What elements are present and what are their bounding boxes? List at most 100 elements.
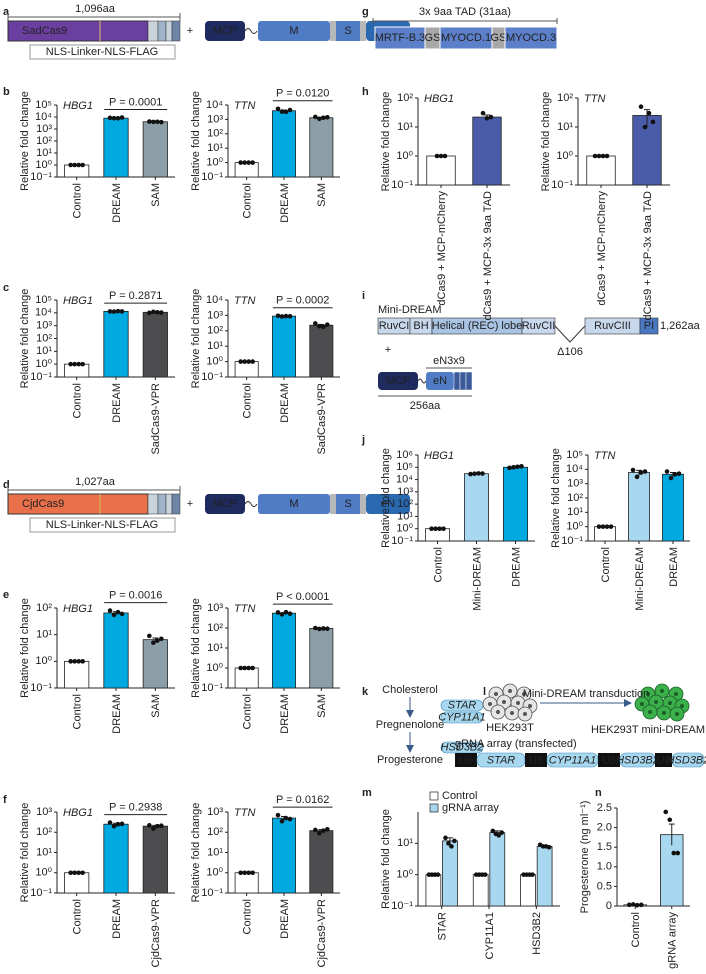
data-point (325, 114, 330, 120)
x-tick-label: dCas9 + MCP-3x 9aa TAD (642, 191, 654, 321)
shape (258, 494, 330, 514)
bar (472, 116, 502, 186)
shape (165, 493, 173, 515)
chart-title: HBG1 (63, 100, 93, 112)
data-point (246, 665, 251, 671)
label: U6 (529, 754, 543, 766)
bar (662, 473, 684, 542)
x-tick-label: DREAM (111, 183, 123, 223)
label: S (344, 25, 351, 37)
data-point (238, 160, 243, 165)
label: STAR (448, 700, 477, 712)
label: NLS-Linker-NLS-FLAG (46, 46, 158, 58)
x-tick-label: Mini-DREAM (471, 547, 483, 611)
y-tick-label: 10² (36, 332, 52, 344)
data-point (111, 115, 117, 121)
data-point (671, 850, 677, 856)
data-point (480, 471, 485, 476)
x-tick-label: CjdCas9-VPR (316, 899, 328, 968)
x-tick-label: HSD3B2 (531, 912, 543, 955)
cell-nucleus (668, 701, 672, 705)
bar (425, 528, 450, 542)
x-tick-label: Mini-DREAM (634, 547, 646, 611)
y-tick-label: 10⁻¹ (30, 682, 52, 694)
deletion (554, 325, 586, 343)
y-axis-label: Progesterone (ng ml⁻¹) (579, 801, 591, 914)
bar (426, 155, 456, 186)
data-point (151, 309, 156, 315)
data-point (663, 809, 669, 815)
label: CYP11A1 (438, 712, 486, 724)
linker (244, 501, 258, 507)
shape (336, 21, 360, 41)
panel-label: j (361, 434, 365, 446)
y-axis-label: Relative fold change (550, 448, 562, 548)
chart-title: HBG1 (63, 603, 93, 615)
data-point (80, 659, 85, 664)
shape (378, 372, 418, 390)
label: 3x 9aa TAD (31aa) (419, 6, 511, 18)
data-point (287, 816, 293, 822)
label: gRNA array (transfected) (455, 738, 577, 750)
data-point (511, 464, 516, 470)
label: GS (425, 32, 441, 44)
y-tick-label: 10² (207, 826, 223, 838)
y-tick-label: 10¹ (207, 340, 223, 352)
y-tick-label: 0 (606, 900, 612, 912)
shape (525, 753, 547, 767)
data-point (449, 844, 454, 849)
data-point (119, 611, 125, 617)
bar (142, 121, 168, 178)
cell-nucleus (522, 692, 526, 696)
bar (64, 363, 90, 378)
data-point (317, 830, 322, 836)
shape (671, 752, 705, 768)
bar (234, 667, 259, 689)
x-tick-label: CYP11A1 (484, 912, 496, 960)
y-tick-label: 10³ (207, 113, 223, 125)
data-point (107, 820, 113, 825)
data-point (250, 359, 255, 364)
data-point (151, 826, 156, 831)
data-point (275, 106, 281, 112)
shape (147, 493, 159, 515)
y-tick-label: 10² (397, 498, 413, 510)
label: Mini-DREAM transduction (523, 688, 650, 700)
data-point (515, 464, 520, 470)
x-tick-label: Control (242, 383, 254, 418)
bar (142, 825, 168, 894)
x-tick-label: Control (72, 899, 84, 934)
y-tick-label: 10¹ (207, 846, 223, 858)
y-tick-label: 10⁻¹ (201, 171, 223, 183)
panel-label: m (362, 787, 372, 799)
shape (157, 493, 167, 515)
x-tick-label: Control (72, 694, 84, 729)
legend-swatch (429, 791, 439, 801)
x-tick-label: STAR (437, 912, 449, 941)
annotation: P = 0.2871 (109, 290, 162, 302)
data-point (519, 464, 524, 469)
data-point (446, 841, 451, 846)
legend-label: Control (442, 790, 477, 802)
data-point (441, 526, 446, 532)
data-point (246, 359, 251, 364)
cell-nucleus (660, 689, 664, 693)
annotation: P = 0.0120 (276, 88, 329, 100)
panel-label: i (362, 290, 365, 302)
y-tick-label: 10⁻¹ (551, 179, 573, 191)
label: STAR (487, 754, 516, 766)
data-point (480, 110, 486, 116)
data-point (638, 104, 644, 110)
x-tick-label: dCas9 + MCP-mCherry (436, 191, 448, 306)
data-point (668, 475, 674, 481)
x-tick-label: Control (72, 183, 84, 218)
y-axis-label: Relative fold change (380, 809, 392, 909)
y-tick-label: 10¹ (207, 142, 223, 154)
data-point (151, 640, 156, 645)
bar (464, 473, 489, 542)
cell-nucleus (646, 692, 650, 696)
x-tick-label: SadCas9-VPR (150, 383, 162, 455)
y-tick-label: 10⁵ (35, 294, 52, 306)
y-tick-label: 10⁴ (396, 473, 413, 485)
